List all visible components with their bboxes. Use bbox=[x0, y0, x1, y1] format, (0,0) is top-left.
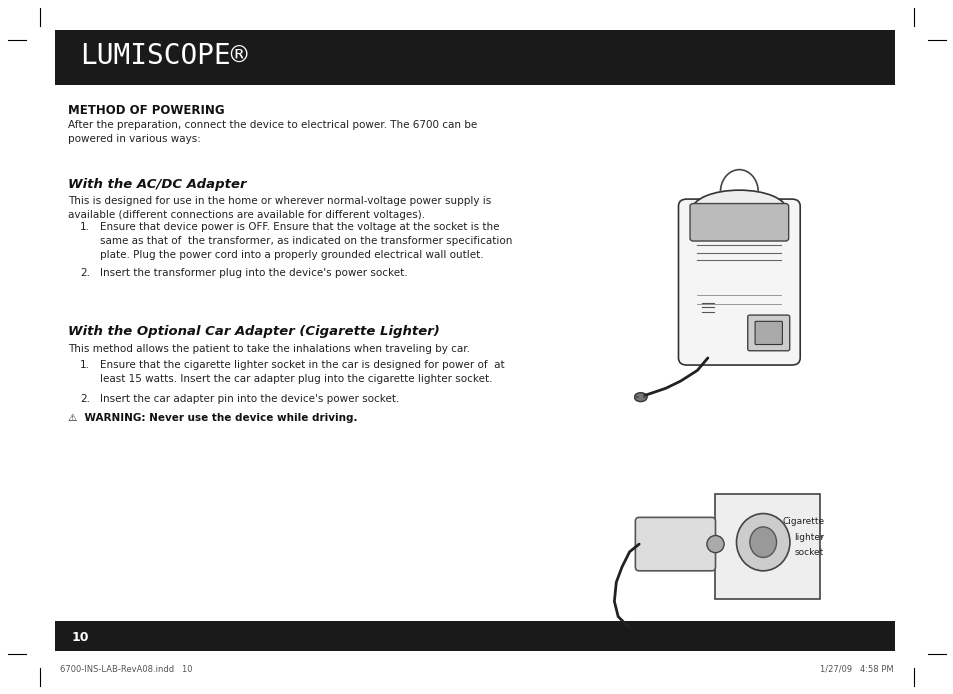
Bar bbox=[55, 621, 894, 651]
Text: Insert the transformer plug into the device's power socket.: Insert the transformer plug into the dev… bbox=[100, 268, 407, 278]
Text: This method allows the patient to take the inhalations when traveling by car.: This method allows the patient to take t… bbox=[68, 344, 470, 354]
Text: This is designed for use in the home or wherever normal-voltage power supply is
: This is designed for use in the home or … bbox=[68, 196, 491, 220]
Bar bbox=[55, 30, 894, 85]
Text: METHOD OF POWERING: METHOD OF POWERING bbox=[68, 104, 224, 117]
Text: Ensure that device power is OFF. Ensure that the voltage at the socket is the
sa: Ensure that device power is OFF. Ensure … bbox=[100, 222, 512, 260]
Text: After the preparation, connect the device to electrical power. The 6700 can be
p: After the preparation, connect the devic… bbox=[68, 120, 476, 144]
Ellipse shape bbox=[692, 190, 785, 230]
Text: 1.: 1. bbox=[80, 360, 90, 370]
Text: lighter: lighter bbox=[794, 533, 823, 541]
FancyBboxPatch shape bbox=[678, 199, 800, 365]
Ellipse shape bbox=[706, 536, 723, 552]
Text: With the AC/DC Adapter: With the AC/DC Adapter bbox=[68, 178, 246, 191]
Text: With the Optional Car Adapter (Cigarette Lighter): With the Optional Car Adapter (Cigarette… bbox=[68, 325, 439, 338]
Ellipse shape bbox=[736, 514, 789, 570]
Text: socket: socket bbox=[794, 548, 823, 557]
FancyBboxPatch shape bbox=[715, 494, 820, 600]
Text: LUMISCOPE®: LUMISCOPE® bbox=[80, 42, 247, 70]
FancyBboxPatch shape bbox=[747, 315, 789, 350]
Text: 2.: 2. bbox=[80, 394, 90, 404]
Text: Cigarette: Cigarette bbox=[781, 518, 823, 526]
Text: Ensure that the cigarette lighter socket in the car is designed for power of  at: Ensure that the cigarette lighter socket… bbox=[100, 360, 504, 384]
Text: 10: 10 bbox=[71, 631, 90, 644]
FancyBboxPatch shape bbox=[755, 321, 781, 344]
FancyBboxPatch shape bbox=[689, 203, 788, 241]
Text: ⚠  WARNING: Never use the device while driving.: ⚠ WARNING: Never use the device while dr… bbox=[68, 413, 357, 423]
Text: 1.: 1. bbox=[80, 222, 90, 232]
Ellipse shape bbox=[749, 527, 776, 557]
Text: 1/27/09   4:58 PM: 1/27/09 4:58 PM bbox=[820, 665, 893, 674]
Text: Insert the car adapter pin into the device's power socket.: Insert the car adapter pin into the devi… bbox=[100, 394, 399, 404]
Text: 2.: 2. bbox=[80, 268, 90, 278]
Text: 6700-INS-LAB-RevA08.indd   10: 6700-INS-LAB-RevA08.indd 10 bbox=[60, 665, 193, 674]
Ellipse shape bbox=[634, 393, 646, 402]
FancyBboxPatch shape bbox=[635, 518, 715, 570]
